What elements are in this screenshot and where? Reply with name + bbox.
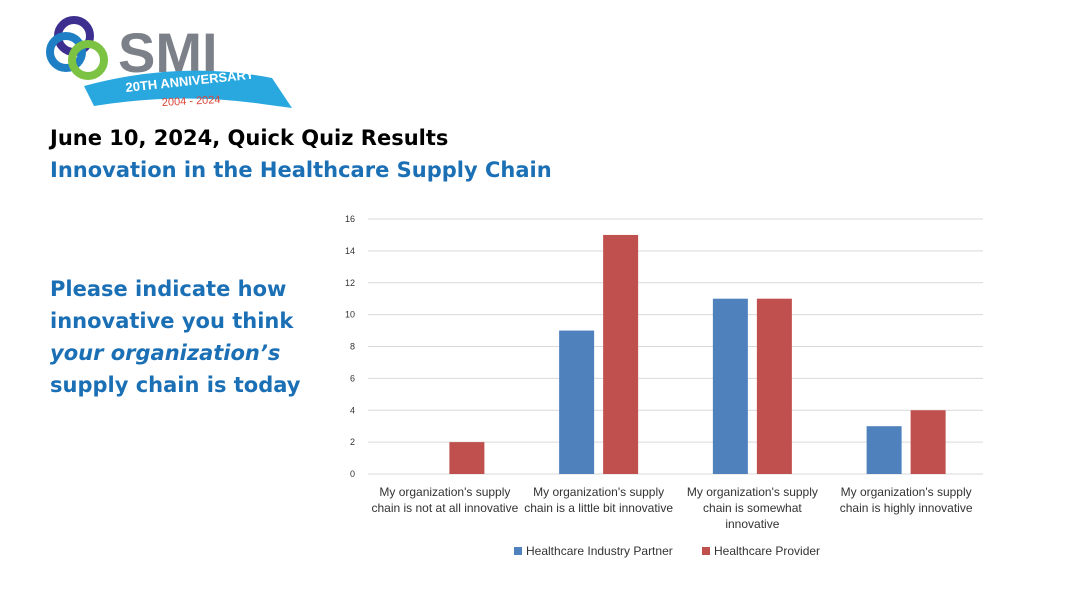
banner-years: 2004 - 2024 — [162, 94, 221, 109]
question-line: innovative you think — [50, 309, 294, 333]
y-tick-label: 0 — [350, 469, 355, 479]
legend-label: Healthcare Industry Partner — [526, 544, 673, 558]
bar — [559, 330, 595, 474]
question-line: your organization’s — [50, 337, 300, 369]
bar — [603, 234, 639, 474]
y-tick-label: 4 — [350, 405, 355, 415]
bar — [910, 410, 946, 474]
y-tick-label: 16 — [345, 214, 355, 224]
y-tick-label: 8 — [350, 342, 355, 352]
x-tick-label: My organization's supply chain is highly… — [839, 485, 973, 515]
bar — [712, 298, 748, 474]
ring — [68, 40, 108, 80]
ring — [46, 32, 86, 72]
title: June 10, 2024, Quick Quiz Results — [50, 126, 449, 150]
banner — [84, 70, 292, 108]
y-tick-label: 2 — [350, 437, 355, 447]
bar — [449, 442, 485, 474]
question-line: Please indicate how — [50, 277, 287, 301]
question: Please indicate how innovative you think… — [50, 273, 300, 401]
question-line: supply chain is today — [50, 373, 301, 397]
bar — [866, 426, 902, 474]
y-tick-label: 14 — [345, 246, 355, 256]
y-tick-label: 6 — [350, 373, 355, 383]
x-tick-label: My organization's supply chain is not at… — [371, 485, 519, 515]
y-tick-label: 12 — [345, 278, 355, 288]
y-tick-label: 10 — [345, 310, 355, 320]
logo: SMI 20TH ANNIVERSARY 2004 - 2024 — [46, 16, 292, 109]
bar — [756, 298, 792, 474]
x-tick-label: My organization's supply chain is a litt… — [524, 485, 673, 515]
subtitle: Innovation in the Healthcare Supply Chai… — [50, 158, 552, 182]
legend-swatch — [702, 547, 710, 555]
x-tick-label: My organization's supply chain is somewh… — [686, 485, 818, 531]
legend-label: Healthcare Provider — [714, 544, 820, 558]
legend-swatch — [514, 547, 522, 555]
question-line: your organization’s — [50, 341, 281, 365]
